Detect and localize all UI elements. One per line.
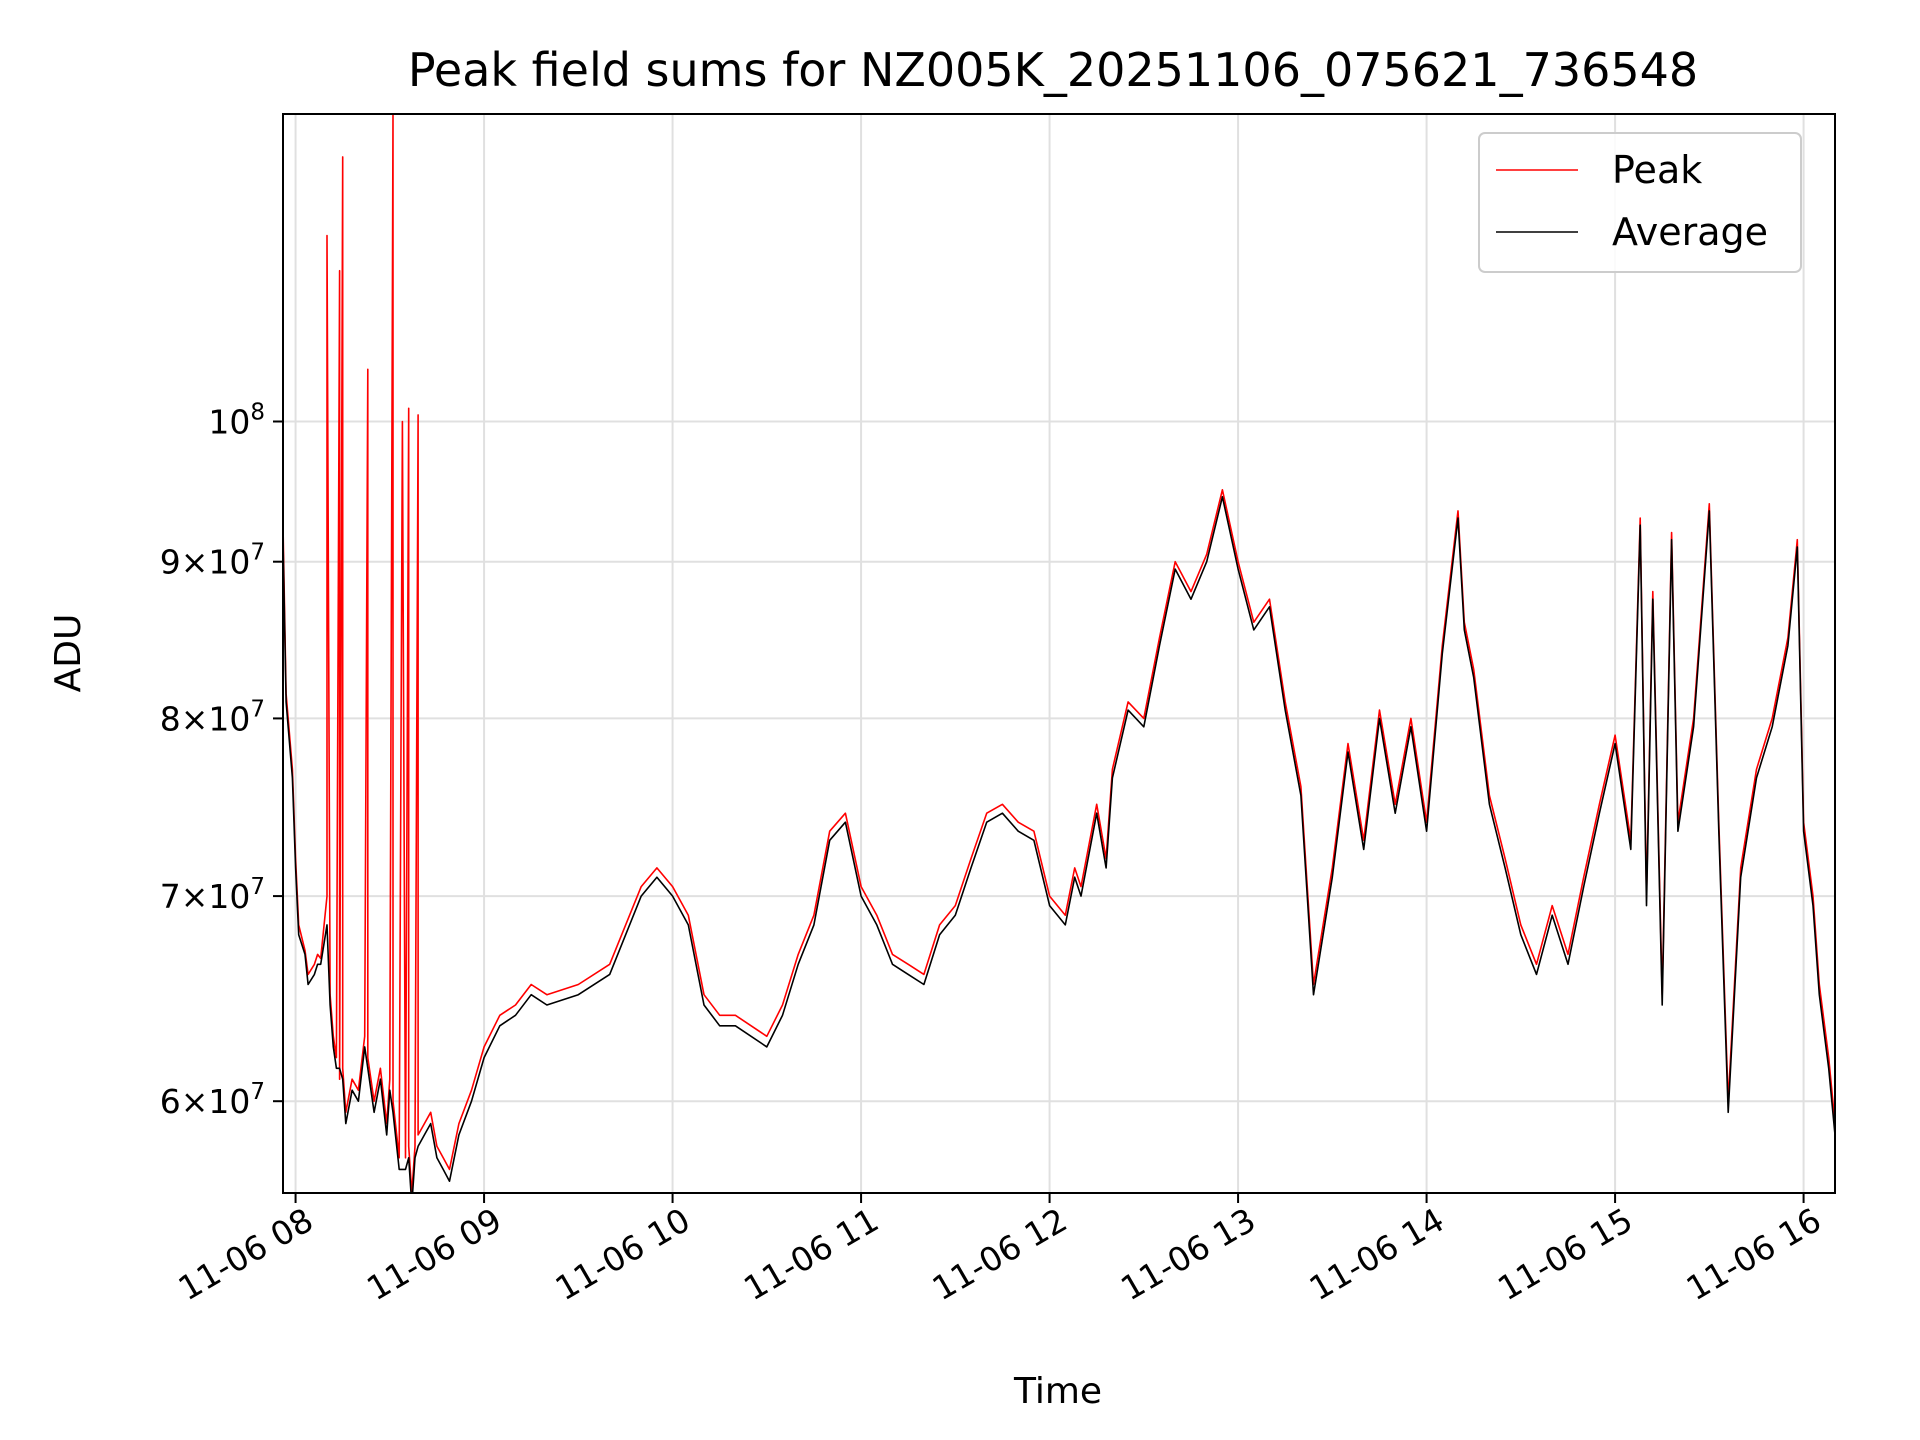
y-tick-label: 6×107 [160, 1079, 265, 1121]
y-tick-label: 7×107 [160, 874, 265, 916]
series-line-average [283, 496, 1835, 1193]
y-axis-label: ADU [48, 614, 89, 693]
legend-label: Average [1612, 210, 1768, 254]
chart-title: Peak field sums for NZ005K_20251106_0756… [408, 43, 1698, 97]
legend-box [1478, 132, 1802, 273]
legend: Peak Average [1478, 132, 1802, 273]
y-tick-label: 9×107 [160, 540, 265, 582]
grid-lines [283, 114, 1835, 1193]
legend-label: Peak [1612, 148, 1702, 192]
plot-area [283, 114, 1835, 1193]
x-axis-label: Time [1013, 1371, 1102, 1412]
y-tick-label: 8×107 [160, 696, 265, 738]
plot-frame [282, 113, 1836, 1194]
